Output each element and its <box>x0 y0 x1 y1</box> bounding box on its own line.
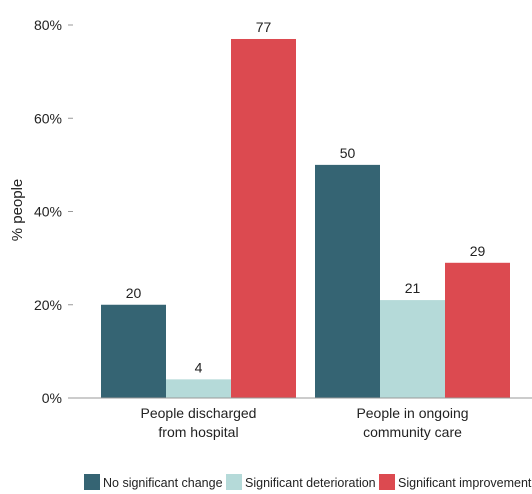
bar <box>380 300 445 398</box>
category-label: People in ongoing <box>356 405 468 421</box>
legend-label: Significant deterioration <box>245 476 376 490</box>
bar <box>315 164 380 398</box>
data-label: 4 <box>195 359 203 375</box>
bar <box>166 379 231 398</box>
data-label: 20 <box>126 285 142 301</box>
legend: No significant change Significant deterio… <box>84 474 532 490</box>
category-label: from hospital <box>158 424 238 440</box>
legend-label: Significant improvement <box>398 476 532 490</box>
y-tick-label: 0% <box>42 390 62 406</box>
data-label: 77 <box>256 19 272 35</box>
value-labels: 20 50 4 21 77 29 <box>126 19 486 375</box>
y-tick-label: 80% <box>34 17 62 33</box>
category-label: community care <box>363 424 462 440</box>
legend-swatch <box>84 474 100 490</box>
category-label: People discharged <box>141 405 257 421</box>
y-tick-label: 20% <box>34 297 62 313</box>
legend-label: No significant change <box>103 476 223 490</box>
bar <box>231 38 296 399</box>
legend-swatch <box>379 474 395 490</box>
y-axis-label: % people <box>9 179 26 242</box>
legend-swatch <box>226 474 242 490</box>
data-label: 21 <box>405 280 421 296</box>
bar <box>445 262 510 398</box>
y-tick-label: 40% <box>34 204 62 220</box>
y-axis: 0% 20% 40% 60% 80% <box>34 17 73 406</box>
data-label: 50 <box>340 145 356 161</box>
y-tick-label: 60% <box>34 110 62 126</box>
bars <box>101 38 510 399</box>
x-axis: People discharged from hospital People in … <box>141 405 469 440</box>
bar <box>101 304 166 398</box>
data-label: 29 <box>470 243 486 259</box>
